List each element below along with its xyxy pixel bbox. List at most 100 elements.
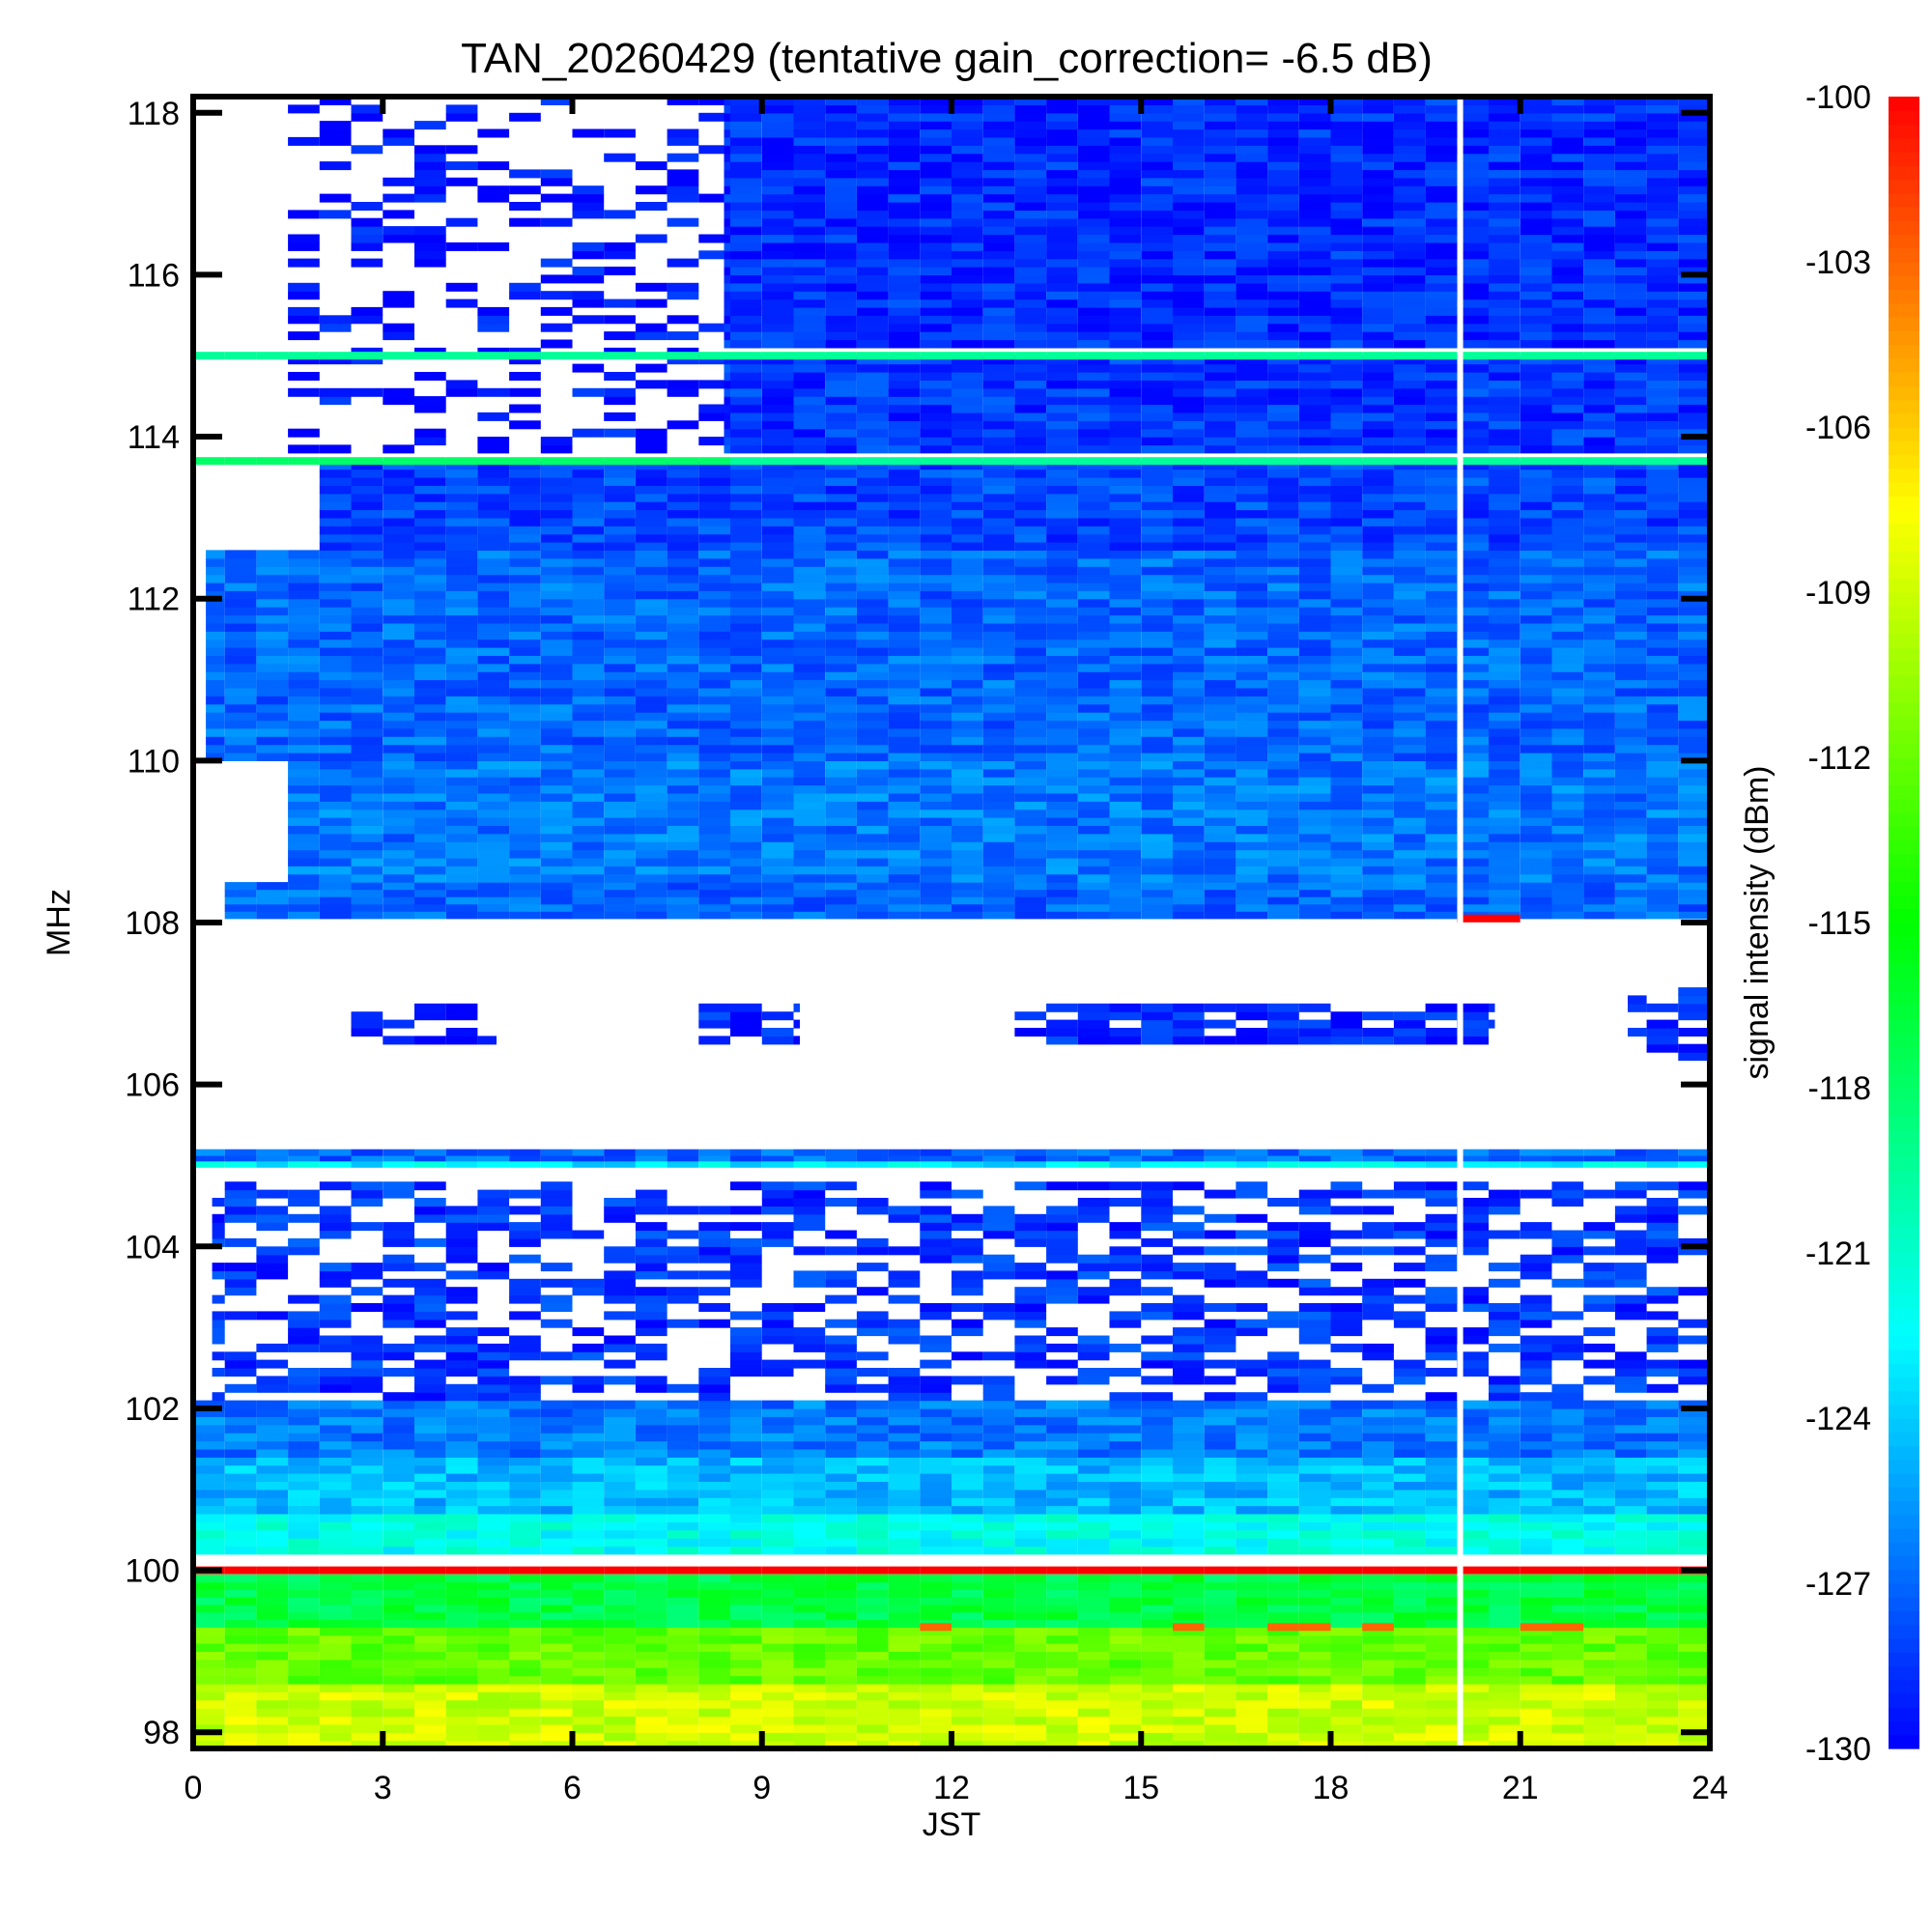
heatmap-cell (1678, 760, 1710, 770)
heatmap-cell (288, 1311, 320, 1321)
heatmap-cell (1362, 1546, 1394, 1555)
heatmap-cell (982, 833, 1015, 842)
heatmap-cell (793, 1667, 826, 1677)
heatmap-cell (256, 1505, 289, 1515)
heatmap-cell (698, 1036, 730, 1045)
heatmap-cell (761, 833, 794, 842)
heatmap-cell (888, 777, 921, 786)
heatmap-cell (445, 1222, 478, 1232)
heatmap-cell (445, 1643, 478, 1652)
heatmap-cell (1583, 849, 1615, 859)
heatmap-cell (1646, 760, 1679, 770)
heatmap-cell (1330, 622, 1363, 632)
heatmap-cell (1393, 1263, 1426, 1272)
heatmap-cell (1298, 1003, 1331, 1012)
heatmap-cell (351, 777, 384, 786)
heatmap-cell (1520, 727, 1552, 737)
heatmap-cell (383, 1433, 414, 1442)
heatmap-cell (856, 911, 889, 920)
heatmap-cell (256, 671, 289, 681)
heatmap-cell (982, 1400, 1015, 1409)
heatmap-cell (1489, 720, 1520, 729)
heatmap-cell (1330, 857, 1363, 867)
heatmap-cell (730, 1521, 762, 1531)
heatmap-cell (1173, 1581, 1205, 1590)
heatmap-cell (1583, 703, 1615, 713)
heatmap-cell (1628, 995, 1647, 1005)
heatmap-cell (1298, 1643, 1331, 1652)
heatmap-cell (1583, 1513, 1615, 1522)
heatmap-cell (856, 1464, 889, 1474)
heatmap-cell (1046, 647, 1078, 656)
heatmap-cell (1141, 607, 1173, 616)
heatmap-cell (730, 1448, 762, 1458)
heatmap-cell (1298, 841, 1331, 851)
heatmap-cell (351, 1473, 384, 1482)
heatmap-cell (1646, 614, 1679, 624)
heatmap-cell (856, 1683, 889, 1692)
heatmap-cell (445, 1457, 478, 1466)
heatmap-cell (982, 607, 1015, 616)
heatmap-cell (730, 720, 762, 729)
heatmap-cell (1298, 1383, 1331, 1393)
heatmap-cell (1646, 841, 1679, 851)
heatmap-cell (730, 574, 762, 583)
heatmap-cell (856, 1246, 889, 1256)
heatmap-cell (698, 1489, 730, 1498)
heatmap-cell (825, 1627, 857, 1636)
heatmap-cell (1236, 1189, 1268, 1199)
heatmap-cell (1583, 736, 1615, 746)
heatmap-cell (982, 1634, 1015, 1644)
heatmap-cell (730, 1723, 762, 1733)
heatmap-cell (288, 760, 320, 770)
heatmap-cell (1267, 1732, 1299, 1742)
heatmap-cell (1046, 817, 1078, 826)
heatmap-cell (1014, 857, 1047, 867)
heatmap-cell (1204, 574, 1236, 583)
heatmap-cell (1267, 687, 1299, 696)
heatmap-cell (604, 1424, 636, 1434)
heatmap-cell (1014, 671, 1047, 681)
heatmap-cell (1204, 1529, 1236, 1539)
heatmap-cell (1298, 866, 1331, 875)
heatmap-cell (540, 1181, 573, 1191)
heatmap-cell (383, 1189, 414, 1199)
heatmap-cell (1236, 639, 1268, 648)
heatmap-cell (445, 1667, 478, 1677)
heatmap-cell (540, 777, 573, 786)
heatmap-cell (920, 566, 952, 576)
heatmap-cell (1330, 1230, 1363, 1239)
heatmap-cell (1393, 1368, 1426, 1377)
heatmap-cell (1298, 1311, 1331, 1321)
heatmap-cell (856, 753, 889, 761)
heatmap-cell (730, 1581, 762, 1590)
heatmap-cell (1236, 849, 1268, 859)
heatmap-cell (1362, 792, 1394, 802)
heatmap-cell (383, 622, 414, 632)
heatmap-cell (1362, 817, 1394, 826)
heatmap-cell (730, 1351, 762, 1361)
heatmap-cell (920, 1740, 952, 1749)
heatmap-cell (1109, 1003, 1142, 1012)
heatmap-cell (730, 1699, 762, 1709)
heatmap-cell (193, 1627, 225, 1636)
heatmap-cell (288, 1189, 320, 1199)
heatmap-cell (256, 712, 289, 722)
heatmap-cell (635, 727, 668, 737)
heatmap-cell (1520, 841, 1552, 851)
heatmap-cell (572, 647, 605, 656)
heatmap-cell (1425, 1691, 1458, 1701)
heatmap-cell (256, 1448, 289, 1458)
heatmap-cell (888, 849, 921, 859)
heatmap-cell (256, 720, 289, 729)
heatmap-cell (667, 1634, 699, 1644)
heatmap-cell (982, 841, 1015, 851)
heatmap-cell (1678, 1155, 1710, 1162)
heatmap-cell (1614, 911, 1647, 920)
heatmap-cell (1109, 825, 1142, 835)
heatmap-cell (1204, 1643, 1236, 1652)
heatmap-cell (206, 639, 225, 648)
heatmap-cell (383, 1723, 414, 1733)
heatmap-cell (572, 873, 605, 883)
heatmap-cell (351, 744, 384, 753)
